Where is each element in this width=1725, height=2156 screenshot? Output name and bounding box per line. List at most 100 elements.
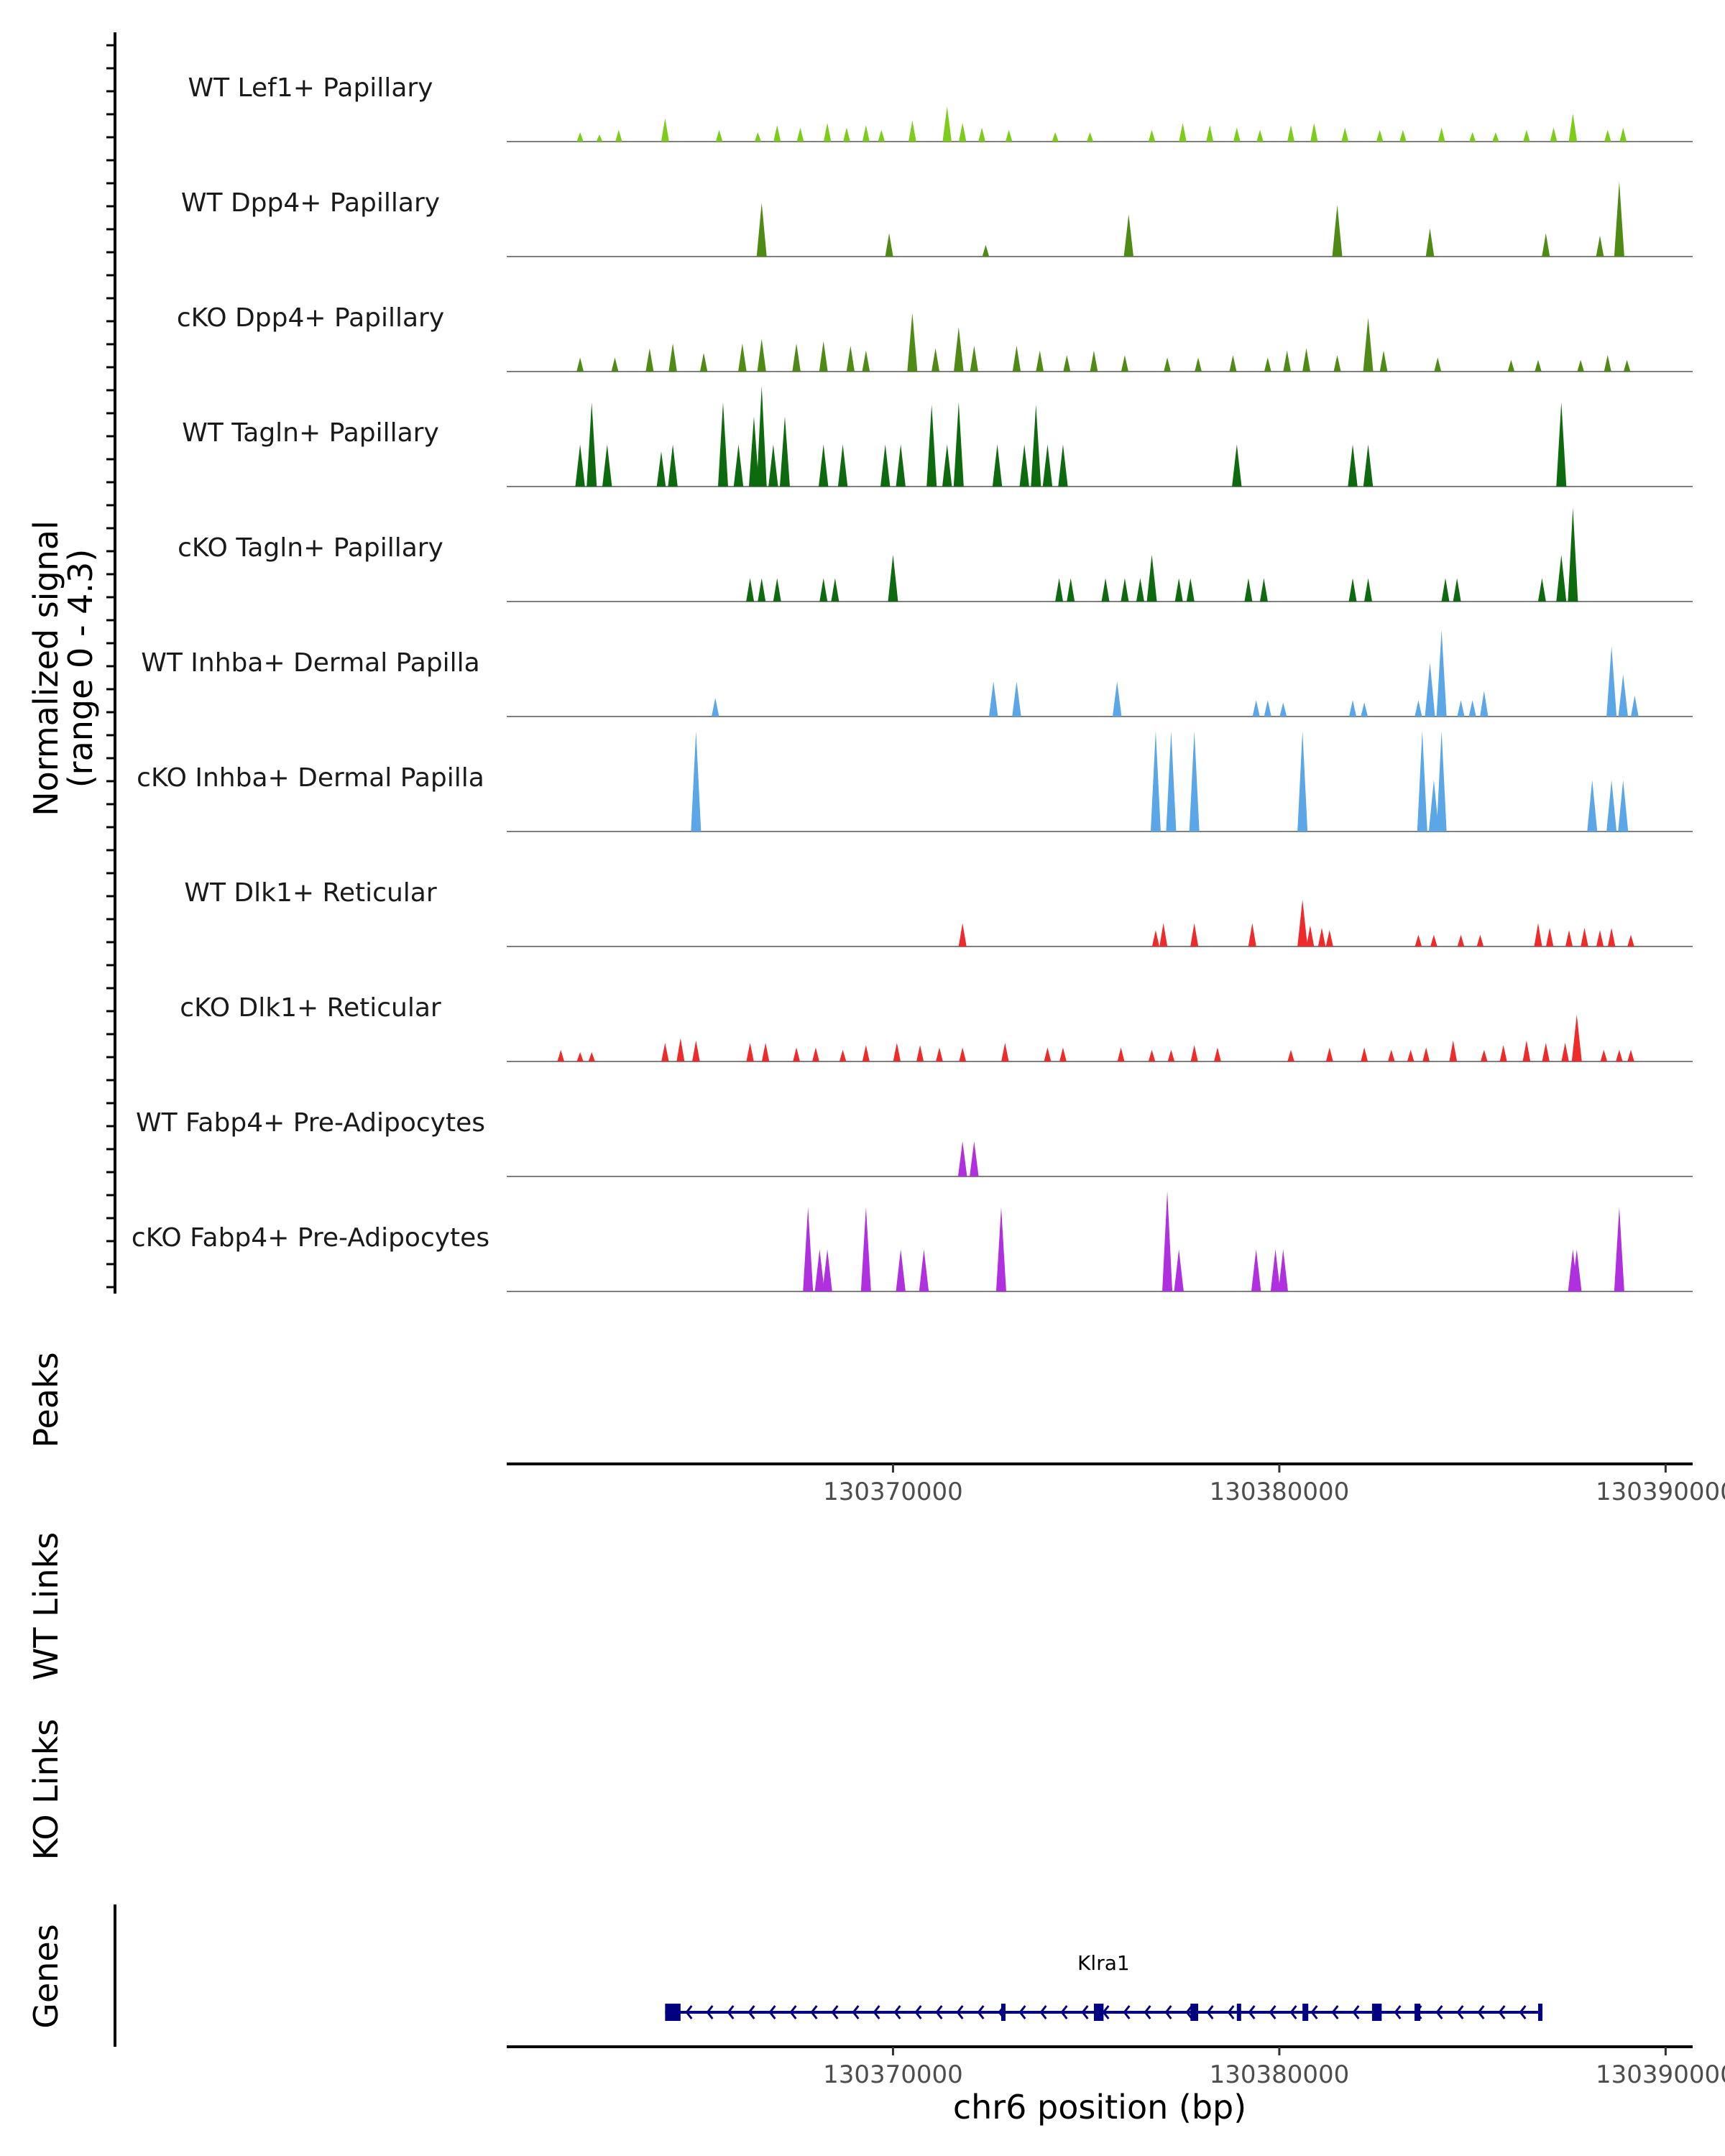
coverage-peak [1606, 646, 1617, 717]
strand-arrow [935, 2005, 943, 2019]
x-tick-label: 130380000 [1210, 1478, 1350, 1506]
coverage-peak [896, 444, 906, 487]
strand-arrow [1310, 2005, 1318, 2019]
coverage-peak [1148, 1049, 1156, 1061]
coverage-peak [970, 1141, 979, 1176]
strand-arrow [748, 2005, 755, 2019]
coverage-peak [1627, 934, 1634, 946]
coverage-peak [1055, 578, 1064, 602]
coverage-peak [754, 132, 761, 142]
gene-exon [1414, 2004, 1421, 2021]
strand-arrow [1018, 2005, 1026, 2019]
coverage-peak [862, 350, 870, 372]
peaks-x-ticks: 130370000 130380000 130390000 [823, 1464, 1725, 1506]
coverage-peak [1604, 129, 1611, 142]
coverage-peak [1596, 235, 1604, 257]
coverage-peak [661, 118, 669, 142]
strand-arrow [873, 2005, 880, 2019]
coverage-peak [953, 327, 964, 372]
coverage-peak [1596, 930, 1604, 946]
track-label: WT Lef1+ Papillary [188, 73, 433, 103]
coverage-peak [1614, 181, 1624, 257]
strand-arrow [1144, 2005, 1151, 2019]
coverage-peak [1436, 731, 1447, 831]
coverage-track: cKO Tagln+ Papillary [178, 507, 1693, 602]
track-label: cKO Tagln+ Papillary [178, 533, 443, 563]
strand-arrow [789, 2005, 797, 2019]
coverage-peak [819, 444, 829, 487]
coverage-peak [1618, 780, 1629, 831]
coverage-peak [814, 1249, 825, 1291]
coverage-peak [846, 346, 855, 372]
coverage-peak [1287, 125, 1295, 142]
coverage-peak [1468, 700, 1476, 717]
coverage-peak [1270, 1249, 1281, 1291]
coverage-peak [1146, 554, 1157, 602]
coverage-peak [1278, 1249, 1288, 1291]
wt-links-panel-label: WT Links [27, 1532, 65, 1680]
coverage-peak [885, 233, 893, 257]
strand-arrow [1081, 2005, 1089, 2019]
coverage-track: WT Fabp4+ Pre-Adipocytes [136, 1108, 1693, 1177]
coverage-peak [756, 203, 767, 257]
track-label: cKO Dpp4+ Papillary [177, 303, 444, 333]
coverage-peak [1031, 405, 1041, 487]
coverage-peak [1325, 930, 1333, 946]
coverage-peak [888, 554, 898, 602]
strand-arrow [1477, 2005, 1485, 2019]
track-label: WT Fabp4+ Pre-Adipocytes [136, 1108, 485, 1138]
coverage-peak [1348, 578, 1357, 602]
coverage-peak [1042, 444, 1053, 487]
coverage-peak [1565, 930, 1573, 946]
coverage-y-ticks [106, 44, 115, 1289]
coverage-peak [1112, 681, 1122, 717]
coverage-peak [1631, 695, 1639, 717]
coverage-peak [1164, 357, 1171, 372]
coverage-peak [812, 1047, 819, 1061]
coverage-peak [1086, 132, 1094, 142]
track-label: WT Dlk1+ Reticular [184, 878, 436, 908]
coverage-peak [1189, 731, 1200, 831]
coverage-peak [1019, 444, 1029, 487]
coverage-peak [1619, 127, 1627, 142]
coverage-peak [1005, 129, 1013, 142]
coverage-peak [1428, 780, 1439, 831]
coverage-peak [982, 244, 990, 257]
coverage-peak [1457, 934, 1465, 946]
coverage-peak [988, 681, 998, 717]
x-tick-label: 130380000 [1210, 2060, 1350, 2089]
coverage-peak [576, 1051, 584, 1061]
coverage-peak [1341, 127, 1349, 142]
coverage-peak [1618, 674, 1628, 717]
coverage-peak [957, 1141, 967, 1176]
strand-arrow [1227, 2005, 1235, 2019]
coverage-peak [1414, 934, 1422, 946]
coverage-peak [676, 1038, 685, 1061]
coverage-peak [1577, 359, 1584, 372]
coverage-peak [953, 402, 964, 487]
coverage-peak [1476, 934, 1484, 946]
coverage-peak [1059, 1047, 1067, 1061]
coverage-peak [1607, 927, 1616, 946]
coverage-track: cKO Fabp4+ Pre-Adipocytes [132, 1191, 1693, 1292]
coverage-peak [746, 578, 755, 602]
coverage-peak [773, 578, 781, 602]
coverage-peak [661, 1042, 669, 1061]
coverage-peak [1244, 578, 1253, 602]
coverage-peak [1117, 1047, 1125, 1061]
coverage-peak [1287, 1049, 1294, 1061]
coverage-peak [1067, 578, 1075, 602]
coverage-peak [1537, 578, 1546, 602]
coverage-peak [576, 357, 584, 372]
coverage-peak [768, 444, 778, 487]
coverage-peak [878, 129, 886, 142]
coverage-peak [1436, 630, 1447, 717]
coverage-peak [1264, 357, 1271, 372]
coverage-peak [596, 134, 603, 142]
coverage-peak [1148, 129, 1156, 142]
coverage-peak [1121, 355, 1128, 372]
coverage-peak [1179, 122, 1187, 142]
coverage-peak [1453, 578, 1461, 602]
coverage-peak [1317, 927, 1326, 946]
